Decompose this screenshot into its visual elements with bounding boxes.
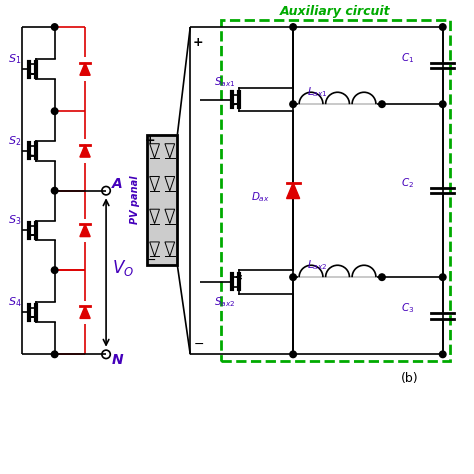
Text: $V_O$: $V_O$ <box>112 257 134 277</box>
Circle shape <box>51 108 58 114</box>
Polygon shape <box>80 145 90 157</box>
Text: $L_{ax2}$: $L_{ax2}$ <box>307 258 328 272</box>
Text: $S_3$: $S_3$ <box>8 213 21 227</box>
Circle shape <box>290 274 296 281</box>
Bar <box>147 135 177 265</box>
Text: A: A <box>112 177 123 191</box>
Text: $S_2$: $S_2$ <box>8 134 21 148</box>
Polygon shape <box>287 183 300 199</box>
Circle shape <box>51 351 58 357</box>
Text: PV panal: PV panal <box>130 176 140 224</box>
Text: $-$: $-$ <box>192 337 204 350</box>
Text: $L_{ax1}$: $L_{ax1}$ <box>307 85 328 99</box>
Polygon shape <box>80 306 90 319</box>
Polygon shape <box>80 63 90 75</box>
Text: $C_2$: $C_2$ <box>401 176 414 190</box>
Circle shape <box>379 274 385 281</box>
Circle shape <box>439 24 446 30</box>
Text: $-$: $-$ <box>145 253 156 266</box>
Circle shape <box>51 187 58 194</box>
Circle shape <box>290 24 296 30</box>
Text: $S_4$: $S_4$ <box>8 295 21 309</box>
Polygon shape <box>80 224 90 237</box>
Circle shape <box>379 101 385 108</box>
Text: (b): (b) <box>401 373 419 385</box>
Text: $S_{ax2}$: $S_{ax2}$ <box>214 295 235 309</box>
Circle shape <box>51 24 58 30</box>
Text: $S_1$: $S_1$ <box>8 52 21 66</box>
Circle shape <box>51 267 58 273</box>
Circle shape <box>439 101 446 108</box>
Circle shape <box>439 274 446 281</box>
Circle shape <box>439 351 446 357</box>
Text: $C_3$: $C_3$ <box>401 301 414 315</box>
Text: $S_{ax1}$: $S_{ax1}$ <box>214 75 235 89</box>
Text: +: + <box>192 36 203 49</box>
Text: N: N <box>112 353 124 367</box>
Text: +: + <box>145 134 155 147</box>
Circle shape <box>290 101 296 108</box>
Text: Auxiliary circuit: Auxiliary circuit <box>280 5 391 18</box>
Text: $C_1$: $C_1$ <box>401 51 414 65</box>
Text: $D_{ax}$: $D_{ax}$ <box>251 190 270 204</box>
Circle shape <box>290 351 296 357</box>
